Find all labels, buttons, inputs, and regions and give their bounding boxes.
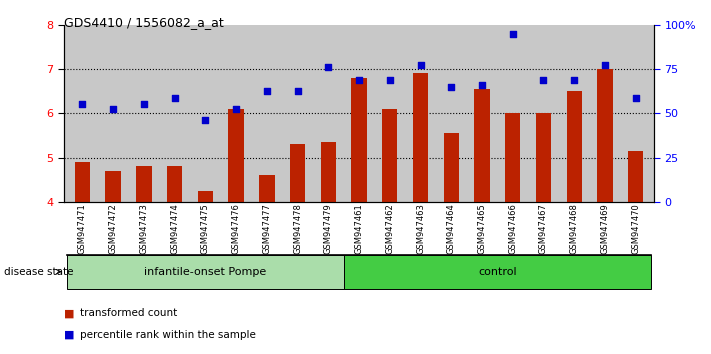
Bar [505,113,520,202]
Bar [567,91,582,202]
Point [292,88,304,94]
Bar [628,151,643,202]
Bar [198,191,213,202]
Point [599,62,611,68]
Bar [351,78,367,202]
Bar [260,175,274,202]
Bar [474,89,490,202]
Text: disease state: disease state [4,267,73,277]
Point [169,95,181,101]
Point [261,88,272,94]
Point [384,77,395,83]
Point [630,95,641,101]
Bar [597,69,613,202]
Bar [413,74,428,202]
Bar [75,162,90,202]
Point [353,77,365,83]
Bar [290,144,305,202]
Point [476,82,488,87]
Point [323,64,334,70]
Point [569,77,580,83]
Point [446,84,457,90]
Point [538,77,549,83]
Bar [382,109,397,202]
Bar [137,166,151,202]
Point [77,102,88,107]
Text: GDS4410 / 1556082_a_at: GDS4410 / 1556082_a_at [64,16,224,29]
Point [138,102,149,107]
Text: ■: ■ [64,308,75,318]
Bar [321,142,336,202]
Point [415,62,426,68]
Point [107,106,119,112]
Bar [105,171,121,202]
Point [230,106,242,112]
Text: control: control [478,267,517,277]
Bar [536,113,551,202]
Point [507,31,518,36]
Text: infantile-onset Pompe: infantile-onset Pompe [144,267,267,277]
Bar [167,166,182,202]
Text: ■: ■ [64,330,75,339]
Text: transformed count: transformed count [80,308,177,318]
Bar [444,133,459,202]
Text: percentile rank within the sample: percentile rank within the sample [80,330,255,339]
Bar [228,109,244,202]
Point [200,117,211,123]
